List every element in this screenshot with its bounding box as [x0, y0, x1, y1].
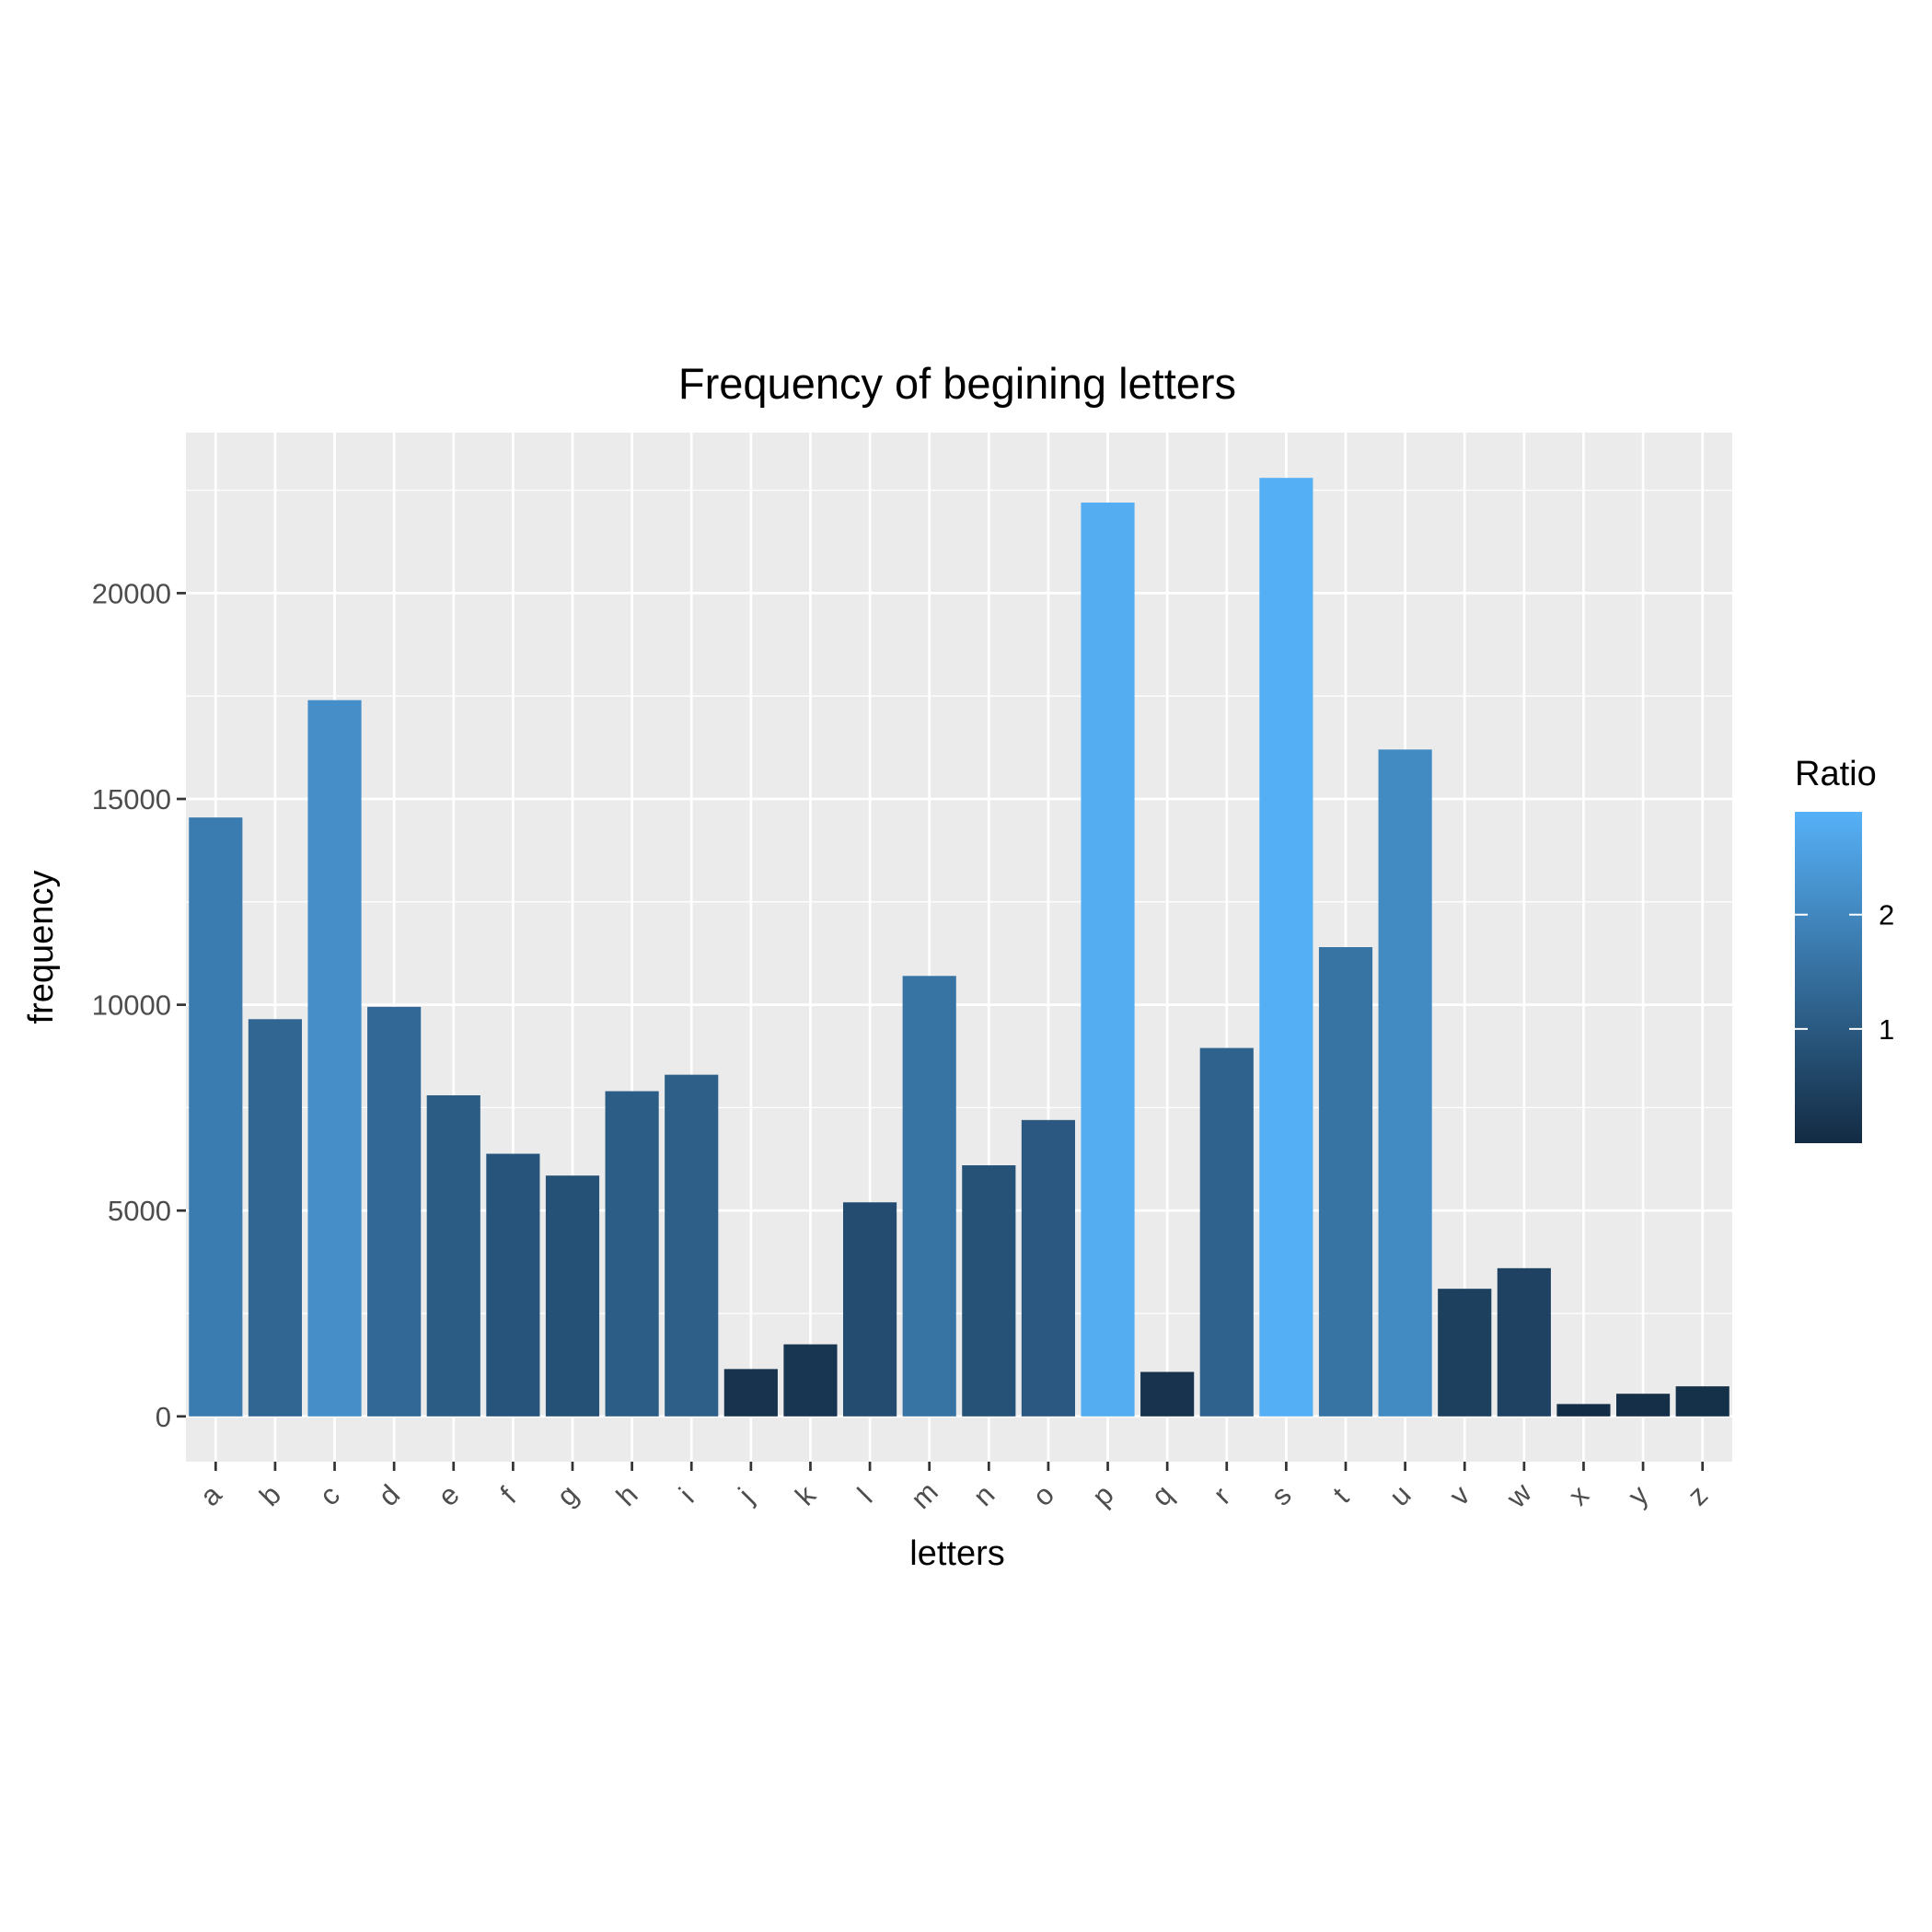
bar-q: [1140, 1371, 1195, 1417]
x-tick-label-s: s: [1265, 1479, 1298, 1512]
x-tick-label-x: x: [1562, 1478, 1595, 1511]
bar-e: [426, 1094, 480, 1417]
x-tick-label-r: r: [1207, 1481, 1236, 1510]
bar-b: [248, 1019, 302, 1417]
bar-f: [486, 1153, 540, 1417]
x-tick-label-c: c: [313, 1479, 346, 1512]
x-tick-label-j: j: [732, 1482, 759, 1510]
x-tick-label-f: f: [494, 1481, 523, 1510]
bars: [189, 478, 1730, 1417]
bar-p: [1081, 503, 1135, 1417]
bar-l: [843, 1202, 897, 1417]
x-tick-label-l: l: [851, 1482, 879, 1510]
x-axis-title: letters: [909, 1534, 1004, 1573]
x-tick-label-b: b: [253, 1478, 287, 1512]
y-axis: 0 5000 10000 15000 20000: [92, 577, 186, 1433]
x-tick-label-y: y: [1622, 1478, 1655, 1511]
x-tick-label-d: d: [372, 1478, 406, 1512]
x-tick-label-n: n: [966, 1478, 1001, 1512]
x-tick-label-o: o: [1026, 1478, 1060, 1512]
bar-r: [1199, 1047, 1254, 1417]
x-tick-label-v: v: [1443, 1478, 1476, 1511]
bar-v: [1438, 1289, 1492, 1417]
x-tick-label-z: z: [1681, 1479, 1714, 1512]
y-tick-label: 15000: [92, 783, 171, 816]
bar-k: [783, 1344, 838, 1417]
x-tick-label-k: k: [789, 1478, 822, 1511]
legend-ticks: 12: [1795, 899, 1894, 1046]
x-tick-label-p: p: [1086, 1478, 1120, 1512]
legend-break-label: 1: [1879, 1013, 1894, 1046]
x-tick-label-u: u: [1383, 1478, 1417, 1512]
legend-title: Ratio: [1795, 755, 1877, 793]
bar-o: [1021, 1119, 1075, 1417]
x-tick-label-a: a: [193, 1478, 227, 1512]
legend-colorbar: [1795, 812, 1862, 1143]
bar-m: [902, 976, 956, 1417]
y-tick-label: 10000: [92, 989, 171, 1022]
bar-c: [307, 700, 362, 1417]
y-axis-title: frequency: [22, 871, 61, 1024]
y-tick-label: 20000: [92, 577, 171, 609]
bar-u: [1378, 749, 1432, 1417]
y-tick-label: 0: [156, 1401, 171, 1433]
x-tick-label-w: w: [1499, 1476, 1538, 1515]
x-tick-label-i: i: [673, 1482, 700, 1510]
legend-break-label: 2: [1879, 899, 1894, 931]
y-tick-label: 5000: [108, 1195, 171, 1227]
bar-n: [962, 1165, 1016, 1417]
bar-s: [1259, 478, 1313, 1417]
bar-g: [545, 1175, 600, 1417]
x-tick-label-t: t: [1326, 1481, 1355, 1510]
bar-y: [1616, 1394, 1671, 1417]
x-tick-label-q: q: [1145, 1478, 1179, 1512]
chart-title: Frequency of begining letters: [678, 359, 1236, 408]
bar-i: [665, 1074, 719, 1417]
bar-a: [189, 817, 243, 1417]
x-tick-label-m: m: [905, 1475, 944, 1515]
bar-j: [723, 1369, 778, 1417]
bar-z: [1675, 1386, 1730, 1417]
bar-h: [605, 1091, 659, 1417]
bar-x: [1556, 1404, 1611, 1417]
x-tick-label-h: h: [610, 1478, 644, 1512]
x-tick-label-g: g: [550, 1478, 584, 1512]
bar-d: [367, 1006, 422, 1417]
x-tick-label-e: e: [432, 1478, 466, 1512]
bar-t: [1318, 947, 1373, 1417]
legend: Ratio 12: [1795, 755, 1894, 1143]
bar-w: [1497, 1267, 1551, 1417]
